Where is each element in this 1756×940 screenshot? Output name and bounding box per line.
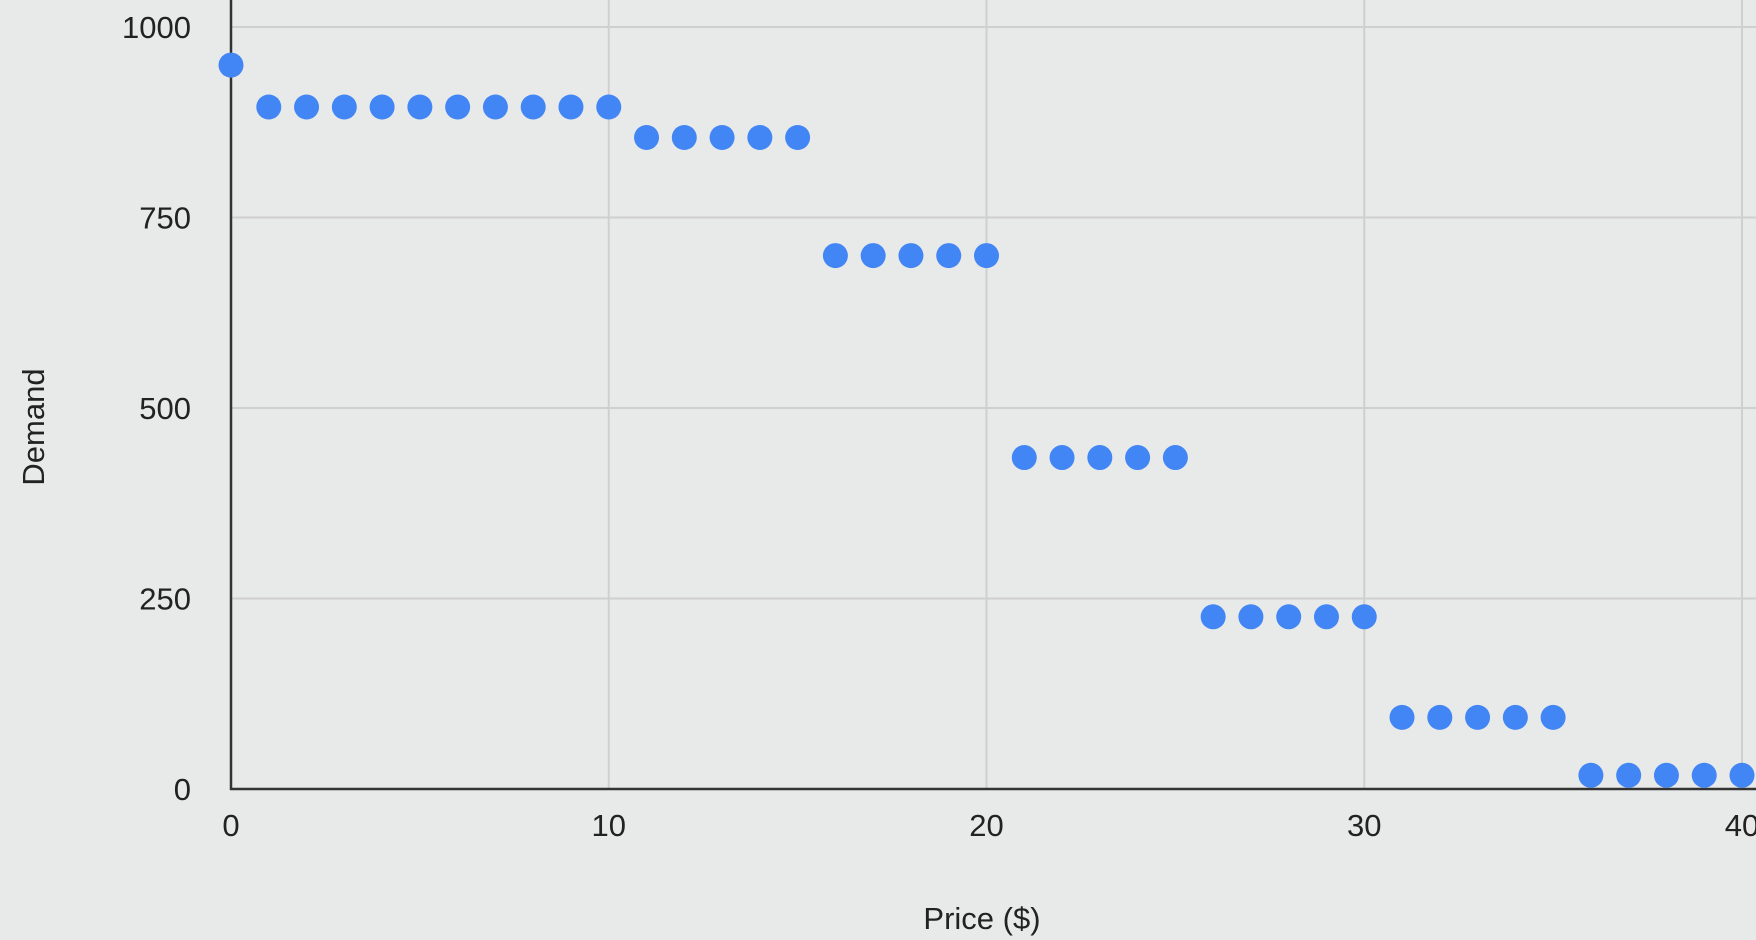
data-point — [822, 243, 848, 269]
data-point — [1087, 445, 1113, 471]
data-point — [1011, 445, 1037, 471]
data-point — [256, 94, 282, 120]
data-point — [709, 124, 735, 150]
x-tick-label: 40 — [1725, 808, 1756, 843]
data-point — [1238, 604, 1264, 630]
x-tick-label: 0 — [222, 808, 239, 843]
data-point — [1465, 704, 1491, 730]
data-point — [860, 243, 886, 269]
y-tick-label: 500 — [139, 391, 191, 426]
data-point — [1313, 604, 1339, 630]
data-point — [1276, 604, 1302, 630]
data-point — [1616, 762, 1642, 788]
data-point — [1540, 704, 1566, 730]
y-tick-label: 1000 — [122, 10, 191, 45]
x-axis-title: Price ($) — [923, 901, 1040, 936]
data-point — [1162, 445, 1188, 471]
data-point — [369, 94, 395, 120]
data-point — [1502, 704, 1528, 730]
data-point — [445, 94, 471, 120]
data-point — [331, 94, 357, 120]
data-point — [747, 124, 773, 150]
x-tick-label: 10 — [592, 808, 626, 843]
data-point — [1427, 704, 1453, 730]
data-point — [1125, 445, 1151, 471]
data-points — [218, 52, 1755, 788]
y-tick-label: 750 — [139, 201, 191, 236]
data-point — [1351, 604, 1377, 630]
data-point — [218, 52, 244, 78]
data-point — [1200, 604, 1226, 630]
data-point — [898, 243, 924, 269]
y-tick-label: 250 — [139, 582, 191, 617]
data-point — [520, 94, 546, 120]
data-point — [1578, 762, 1604, 788]
x-tick-labels: 0 10 20 30 40 — [222, 808, 1756, 843]
data-point — [634, 124, 660, 150]
data-point — [785, 124, 811, 150]
grid-lines — [231, 0, 1756, 789]
data-point — [558, 94, 584, 120]
axes — [229, 0, 1756, 791]
data-point — [482, 94, 508, 120]
x-tick-label: 30 — [1347, 808, 1381, 843]
data-point — [596, 94, 622, 120]
data-point — [407, 94, 433, 120]
data-point — [974, 243, 999, 269]
y-axis-title: Demand — [16, 368, 51, 485]
y-tick-label: 0 — [174, 772, 191, 807]
data-point — [1691, 762, 1717, 788]
data-point — [1653, 762, 1679, 788]
data-point — [294, 94, 320, 120]
data-point — [1049, 445, 1075, 471]
data-point — [936, 243, 962, 269]
data-point — [1729, 762, 1755, 788]
y-tick-labels: 0 250 500 750 1000 — [122, 10, 191, 807]
data-point — [1389, 704, 1415, 730]
data-point — [671, 124, 697, 150]
x-tick-label: 20 — [969, 808, 1003, 843]
